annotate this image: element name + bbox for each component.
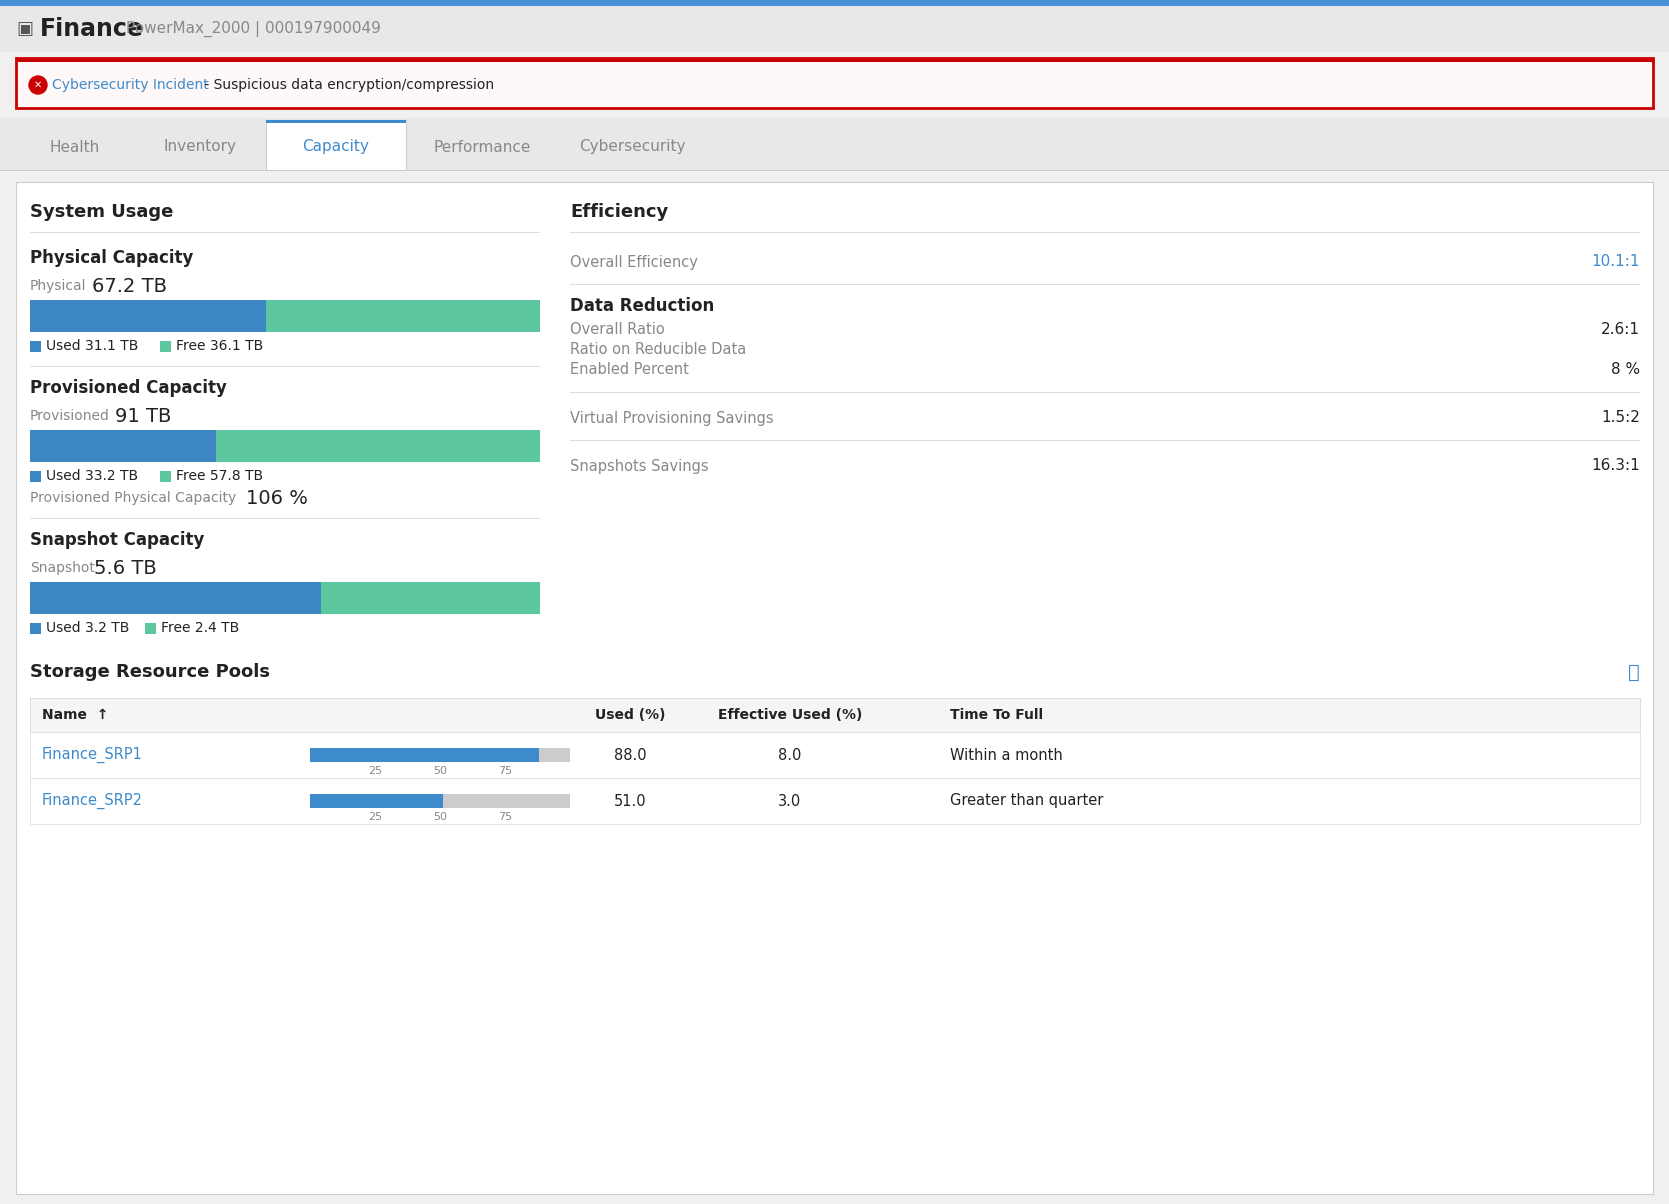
Bar xyxy=(30,732,1641,778)
Text: Finance_SRP1: Finance_SRP1 xyxy=(42,746,144,763)
Text: 75: 75 xyxy=(497,811,512,822)
Text: Used 33.2 TB: Used 33.2 TB xyxy=(47,470,139,483)
Text: Effective Used (%): Effective Used (%) xyxy=(718,708,863,722)
Text: Health: Health xyxy=(50,140,100,154)
Text: 51.0: 51.0 xyxy=(614,793,646,809)
Bar xyxy=(145,622,155,635)
Bar xyxy=(17,182,1652,1194)
Text: 1.5:2: 1.5:2 xyxy=(1601,411,1641,425)
Bar xyxy=(30,698,1641,732)
Bar xyxy=(322,582,541,614)
Text: 8.0: 8.0 xyxy=(778,748,801,762)
Bar xyxy=(17,58,1652,108)
Bar xyxy=(160,471,170,482)
Bar xyxy=(0,118,1669,170)
Text: Ratio on Reducible Data: Ratio on Reducible Data xyxy=(571,342,746,358)
Text: Snapshot: Snapshot xyxy=(30,561,95,576)
Text: Greater than quarter: Greater than quarter xyxy=(950,793,1103,809)
Text: 50: 50 xyxy=(432,811,447,822)
Text: Storage Resource Pools: Storage Resource Pools xyxy=(30,663,270,681)
Text: 91 TB: 91 TB xyxy=(115,407,172,425)
Bar xyxy=(30,300,265,332)
Bar xyxy=(310,748,571,762)
Text: Inventory: Inventory xyxy=(164,140,237,154)
Text: Overall Efficiency: Overall Efficiency xyxy=(571,254,698,270)
Text: ▣: ▣ xyxy=(17,20,33,39)
Bar xyxy=(310,793,571,808)
Text: Provisioned Physical Capacity: Provisioned Physical Capacity xyxy=(30,491,237,504)
Text: 25: 25 xyxy=(367,811,382,822)
Bar xyxy=(17,58,1652,61)
Text: Performance: Performance xyxy=(434,140,531,154)
Bar xyxy=(30,778,1641,824)
Text: Cybersecurity Incident: Cybersecurity Incident xyxy=(52,78,209,92)
Text: Data Reduction: Data Reduction xyxy=(571,297,714,315)
Bar xyxy=(30,341,42,352)
Text: 25: 25 xyxy=(367,766,382,777)
Text: Snapshots Savings: Snapshots Savings xyxy=(571,459,709,473)
Bar xyxy=(30,622,42,635)
Text: Physical: Physical xyxy=(30,279,87,293)
Bar xyxy=(160,341,170,352)
Text: Provisioned: Provisioned xyxy=(30,409,110,423)
Text: Time To Full: Time To Full xyxy=(950,708,1043,722)
Text: Snapshot Capacity: Snapshot Capacity xyxy=(30,531,204,549)
Text: 75: 75 xyxy=(497,766,512,777)
Text: Finance: Finance xyxy=(40,17,144,41)
Text: Name  ↑: Name ↑ xyxy=(42,708,108,722)
Bar xyxy=(30,582,322,614)
Text: Free 2.4 TB: Free 2.4 TB xyxy=(160,621,239,635)
Text: 106 %: 106 % xyxy=(245,489,307,508)
Text: 67.2 TB: 67.2 TB xyxy=(92,277,167,295)
Text: Provisioned Capacity: Provisioned Capacity xyxy=(30,379,227,397)
Text: Cybersecurity: Cybersecurity xyxy=(579,140,686,154)
Bar xyxy=(310,793,442,808)
Text: Within a month: Within a month xyxy=(950,748,1063,762)
Text: Free 57.8 TB: Free 57.8 TB xyxy=(175,470,264,483)
Text: Efficiency: Efficiency xyxy=(571,203,668,222)
Bar xyxy=(265,120,406,170)
Text: 16.3:1: 16.3:1 xyxy=(1591,459,1641,473)
Text: 88.0: 88.0 xyxy=(614,748,646,762)
Bar xyxy=(0,6,1669,52)
Bar xyxy=(265,300,541,332)
Text: 8 %: 8 % xyxy=(1611,362,1641,378)
Text: PowerMax_2000 | 000197900049: PowerMax_2000 | 000197900049 xyxy=(125,20,381,37)
Bar xyxy=(30,430,215,462)
Bar xyxy=(215,430,541,462)
Text: Used (%): Used (%) xyxy=(594,708,666,722)
Text: 50: 50 xyxy=(432,766,447,777)
Text: Enabled Percent: Enabled Percent xyxy=(571,362,689,378)
Bar xyxy=(30,471,42,482)
Text: ✕: ✕ xyxy=(33,79,42,90)
Text: 10.1:1: 10.1:1 xyxy=(1592,254,1641,270)
Text: 3.0: 3.0 xyxy=(778,793,801,809)
Text: Capacity: Capacity xyxy=(302,140,369,154)
Bar xyxy=(265,120,406,123)
Text: Virtual Provisioning Savings: Virtual Provisioning Savings xyxy=(571,411,774,425)
Bar xyxy=(310,748,539,762)
Text: Used 3.2 TB: Used 3.2 TB xyxy=(47,621,130,635)
Text: 5.6 TB: 5.6 TB xyxy=(93,559,157,578)
Text: Physical Capacity: Physical Capacity xyxy=(30,249,194,267)
Text: Used 31.1 TB: Used 31.1 TB xyxy=(47,340,139,353)
Text: - Suspicious data encryption/compression: - Suspicious data encryption/compression xyxy=(200,78,494,92)
Text: Overall Ratio: Overall Ratio xyxy=(571,323,664,337)
Text: Finance_SRP2: Finance_SRP2 xyxy=(42,793,144,809)
Bar xyxy=(0,0,1669,6)
Circle shape xyxy=(28,76,47,94)
Text: ⎋: ⎋ xyxy=(1629,662,1641,681)
Text: System Usage: System Usage xyxy=(30,203,174,222)
Text: 2.6:1: 2.6:1 xyxy=(1601,323,1641,337)
Text: Free 36.1 TB: Free 36.1 TB xyxy=(175,340,264,353)
